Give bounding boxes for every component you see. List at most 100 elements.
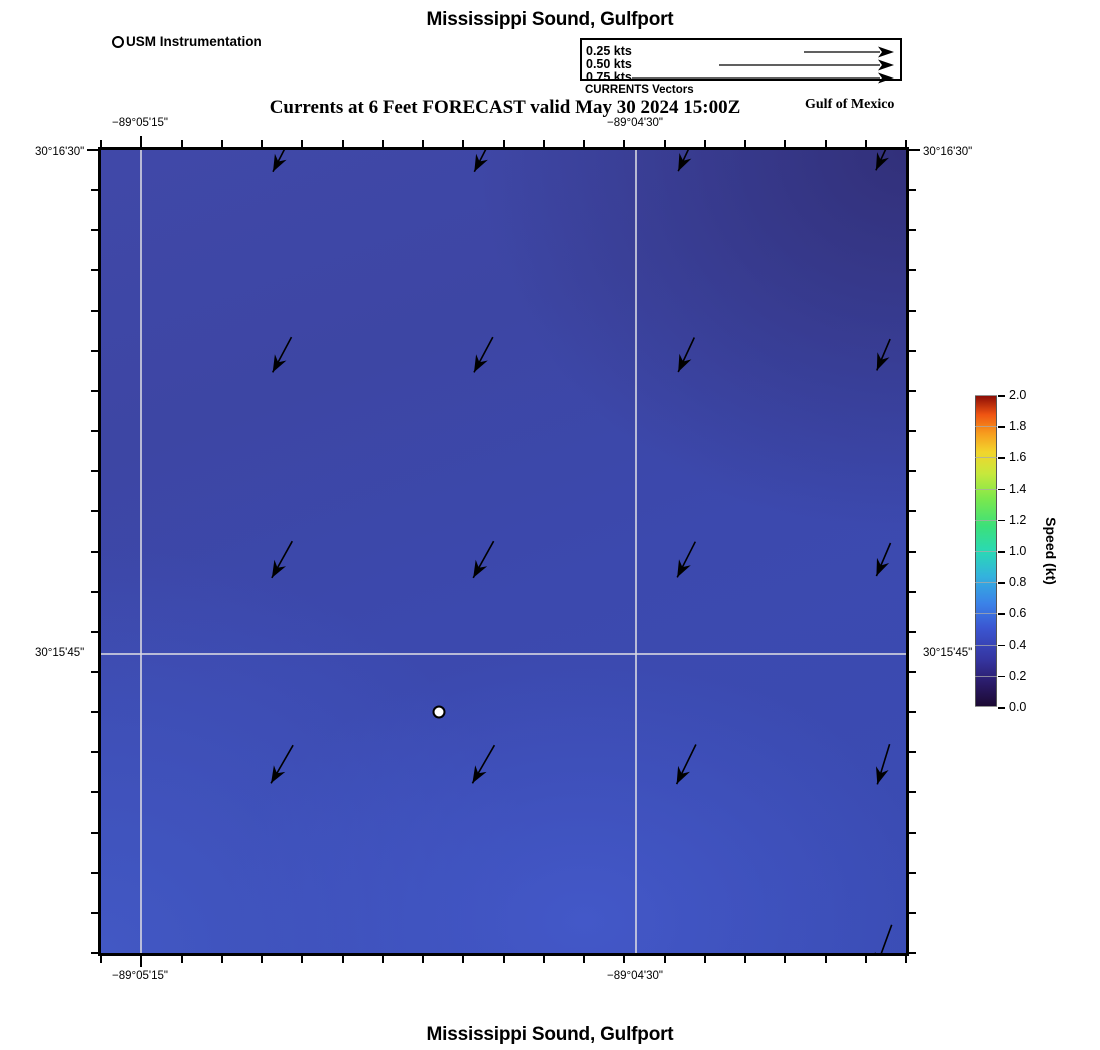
vector-key-label: 0.25 kts [586,44,632,58]
axis-tick-y-left [91,349,98,352]
axis-tick-y-left [91,470,98,473]
vector-key-label: 0.75 kts [586,70,632,84]
axis-tick-x-bottom [341,956,344,963]
current-vector-arrow [473,150,488,173]
axis-tick-x-bottom [905,956,907,963]
current-vector-arrow [270,744,294,784]
colorbar-tick [998,551,1005,553]
axis-tick-x-top [542,140,545,147]
axis-tick-y-right [909,911,916,914]
axis-tick-x-top [261,140,263,147]
forecast-subtitle: Currents at 6 Feet FORECAST valid May 30… [269,97,741,118]
colorbar-tick-label: 1.8 [1009,419,1027,434]
axis-tick-x-bottom [301,956,304,963]
colorbar-tick [998,707,1005,709]
axis-tick-y-right [909,309,916,312]
axis-tick-x-top [703,140,706,147]
axis-tick-x-bottom [542,956,545,963]
axis-label-latitude-right: 30°15'45" [923,647,973,659]
gridline-longitude-2 [635,150,637,953]
colorbar-tick [998,426,1005,428]
axis-tick-x-top [784,140,787,147]
current-vector-arrow [472,540,495,579]
axis-tick-y-right [909,751,916,754]
vector-key-arrow-icon [804,46,894,58]
current-vector-arrow [271,336,293,373]
axis-tick-x-top [583,140,585,147]
current-vector-arrow [675,744,697,785]
axis-label-longitude-bottom: −89°04'30" [607,970,663,982]
currents-vectors-caption: CURRENTS Vectors [585,84,694,96]
axis-tick-y-left [91,550,98,553]
axis-tick-x-bottom [462,956,465,963]
colorbar-tick [998,488,1005,491]
axis-tick-y-right [909,871,916,874]
axis-tick-x-top [220,140,223,147]
axis-tick-x-bottom [381,956,384,963]
axis-tick-y-right [909,189,916,192]
axis-tick-x-top [864,140,867,147]
axis-tick-y-left [87,149,98,151]
speed-colorfield [101,150,906,953]
usm-station-marker[interactable] [432,705,446,719]
axis-tick-x-top [381,140,384,147]
axis-tick-y-right [909,630,916,633]
colorbar-tick [998,519,1005,522]
axis-tick-x-bottom [583,956,585,963]
colorbar-tick [998,395,1005,397]
colorbar-inner-tick [975,395,997,396]
axis-tick-x-bottom [422,956,424,963]
axis-tick-y-left [91,430,98,433]
current-vector-arrow [875,150,889,171]
map-plot-area[interactable] [101,150,906,953]
axis-tick-x-top [663,140,666,147]
colorbar-tick-label: 2.0 [1009,388,1027,402]
colorbar-tick-label: 0.6 [1009,606,1027,621]
colorbar-inner-tick [975,706,997,707]
axis-tick-y-left [91,670,98,673]
axis-tick-x-bottom [663,956,666,963]
axis-tick-y-left [91,952,98,954]
axis-tick-y-left [91,590,98,593]
axis-tick-y-left [91,711,98,714]
axis-tick-x-top [341,140,344,147]
current-vector-arrow [876,338,891,371]
axis-tick-y-right [909,550,916,553]
current-vector-arrow [473,336,494,373]
colorbar-inner-tick [975,613,997,615]
axis-tick-x-top [905,140,907,147]
region-label: Gulf of Mexico [805,97,895,112]
circle-marker-icon [112,35,124,48]
axis-tick-y-right [909,349,916,352]
vector-key-arrow-icon [632,72,894,84]
current-vector-arrow [874,924,893,953]
axis-tick-y-left [91,751,98,754]
axis-tick-y-right [909,590,916,593]
axis-tick-y-right [909,670,916,673]
axis-tick-x-bottom [261,956,263,963]
colorbar-inner-tick [975,582,997,584]
axis-label-longitude-bottom: −89°05'15" [112,970,168,982]
colorbar-tick-label: 1.2 [1009,512,1027,527]
current-speed-map[interactable] [98,147,909,956]
axis-tick-y-left [91,229,98,232]
axis-tick-x-bottom [180,956,183,963]
axis-tick-y-left [91,831,98,834]
colorbar-tick [998,582,1005,584]
axis-tick-x-bottom [784,956,787,963]
axis-tick-y-right [909,711,916,714]
axis-tick-x-bottom [623,956,626,963]
vector-key-row: 0.25 kts [582,44,900,58]
colorbar-inner-tick [975,488,997,490]
current-vector-layer [270,150,893,953]
current-vector-arrow [471,744,496,784]
axis-tick-y-left [91,189,98,192]
axis-tick-x-top [502,140,505,147]
axis-tick-y-right [909,269,916,272]
colorbar-tick [998,613,1005,615]
colorbar-inner-tick [975,551,997,552]
axis-tick-y-right [909,229,916,232]
axis-tick-y-left [91,791,98,794]
axis-tick-x-top [824,140,827,147]
axis-tick-x-top [180,140,183,147]
